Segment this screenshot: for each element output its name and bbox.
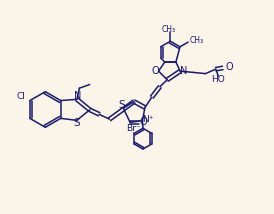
- Text: Cl: Cl: [17, 92, 25, 101]
- Text: CH₃: CH₃: [162, 25, 176, 34]
- Text: Br⁻: Br⁻: [126, 123, 140, 132]
- Text: S: S: [119, 100, 125, 110]
- Text: N: N: [180, 66, 187, 76]
- Text: HO: HO: [212, 75, 225, 84]
- Text: O: O: [139, 117, 147, 127]
- Text: O: O: [151, 66, 159, 76]
- Text: S: S: [73, 118, 80, 128]
- Text: CH₃: CH₃: [190, 36, 204, 45]
- Text: N: N: [74, 91, 81, 101]
- Text: N⁺: N⁺: [142, 115, 154, 124]
- Text: O: O: [225, 62, 233, 73]
